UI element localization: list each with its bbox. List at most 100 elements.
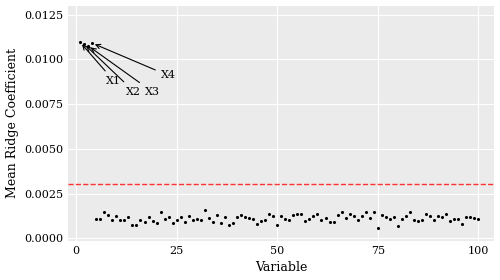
Point bbox=[330, 220, 338, 225]
Point bbox=[209, 220, 217, 224]
Point bbox=[334, 212, 342, 217]
Point bbox=[362, 209, 370, 214]
Point bbox=[144, 214, 152, 219]
Point bbox=[96, 216, 104, 221]
Point bbox=[370, 209, 378, 214]
Point bbox=[237, 213, 245, 217]
Point bbox=[302, 219, 310, 223]
Point bbox=[326, 220, 334, 224]
Point bbox=[378, 212, 386, 217]
Point bbox=[430, 218, 438, 222]
Point bbox=[470, 216, 478, 220]
Point bbox=[233, 215, 241, 219]
Point bbox=[310, 214, 318, 219]
Point bbox=[306, 217, 314, 221]
Point bbox=[398, 216, 406, 221]
Point bbox=[434, 213, 442, 218]
Point bbox=[152, 221, 160, 226]
Point bbox=[193, 217, 201, 221]
Point bbox=[201, 208, 209, 213]
Point bbox=[112, 213, 120, 218]
Point bbox=[354, 218, 362, 223]
Point bbox=[229, 221, 237, 225]
Point bbox=[358, 214, 366, 219]
Point bbox=[160, 216, 168, 221]
Point bbox=[386, 217, 394, 221]
X-axis label: Variable: Variable bbox=[255, 262, 308, 274]
Text: X3: X3 bbox=[92, 48, 160, 97]
Point bbox=[80, 42, 88, 46]
Point bbox=[414, 219, 422, 223]
Point bbox=[108, 217, 116, 222]
Point bbox=[221, 215, 229, 219]
Point bbox=[140, 220, 148, 224]
Point bbox=[314, 212, 322, 216]
Point bbox=[422, 212, 430, 216]
Point bbox=[402, 214, 410, 219]
Point bbox=[164, 215, 172, 220]
Point bbox=[374, 226, 382, 230]
Point bbox=[410, 218, 418, 222]
Point bbox=[213, 212, 221, 217]
Point bbox=[466, 214, 474, 219]
Point bbox=[253, 221, 261, 226]
Point bbox=[278, 214, 285, 219]
Point bbox=[346, 212, 354, 216]
Point bbox=[104, 213, 112, 217]
Point bbox=[76, 40, 84, 45]
Point bbox=[156, 210, 164, 214]
Point bbox=[454, 217, 462, 221]
Point bbox=[180, 220, 188, 225]
Point bbox=[257, 218, 265, 223]
Point bbox=[84, 44, 92, 48]
Text: X2: X2 bbox=[87, 47, 142, 97]
Point bbox=[366, 216, 374, 220]
Point bbox=[168, 221, 176, 226]
Point bbox=[148, 219, 156, 223]
Point bbox=[132, 222, 140, 227]
Point bbox=[474, 216, 482, 221]
Point bbox=[245, 216, 253, 220]
Point bbox=[442, 212, 450, 216]
Point bbox=[458, 221, 466, 226]
Point bbox=[382, 215, 390, 220]
Point bbox=[462, 214, 470, 219]
Point bbox=[265, 211, 273, 216]
Point bbox=[261, 217, 269, 222]
Point bbox=[88, 41, 96, 45]
Point bbox=[394, 223, 402, 228]
Point bbox=[406, 210, 414, 214]
Point bbox=[205, 216, 213, 220]
Point bbox=[290, 213, 298, 218]
Point bbox=[298, 212, 306, 216]
Point bbox=[269, 214, 277, 219]
Point bbox=[342, 216, 349, 220]
Point bbox=[124, 214, 132, 219]
Point bbox=[350, 214, 358, 219]
Point bbox=[176, 215, 184, 220]
Point bbox=[282, 217, 290, 221]
Point bbox=[418, 218, 426, 222]
Point bbox=[217, 220, 225, 225]
Point bbox=[172, 218, 180, 222]
Point bbox=[322, 216, 330, 221]
Point bbox=[197, 218, 205, 222]
Text: X1: X1 bbox=[83, 45, 122, 86]
Point bbox=[318, 217, 326, 222]
Point bbox=[294, 211, 302, 216]
Point bbox=[92, 216, 100, 221]
Point bbox=[128, 223, 136, 228]
Point bbox=[273, 222, 281, 227]
Point bbox=[446, 218, 454, 223]
Point bbox=[450, 217, 458, 221]
Point bbox=[241, 215, 249, 219]
Y-axis label: Mean Ridge Coefficient: Mean Ridge Coefficient bbox=[6, 48, 18, 198]
Point bbox=[426, 214, 434, 219]
Point bbox=[249, 217, 257, 221]
Point bbox=[116, 217, 124, 222]
Point bbox=[136, 218, 144, 222]
Point bbox=[100, 209, 108, 214]
Point bbox=[286, 218, 294, 223]
Point bbox=[189, 218, 197, 222]
Point bbox=[438, 215, 446, 220]
